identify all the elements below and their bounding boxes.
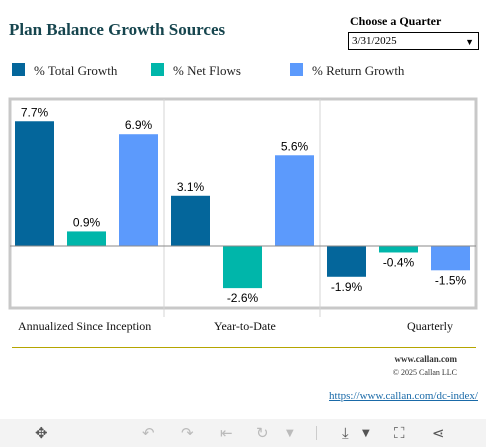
revert-icon[interactable]: ⇤ bbox=[220, 424, 233, 442]
data-label: -2.6% bbox=[227, 291, 259, 305]
data-label: 7.7% bbox=[21, 105, 49, 119]
dropdown-caret-icon: ▼ bbox=[465, 37, 474, 47]
category-label: Quarterly bbox=[407, 319, 453, 333]
download-icon[interactable]: ⤓ bbox=[342, 424, 349, 442]
bar[interactable] bbox=[15, 121, 54, 246]
legend-swatch bbox=[12, 63, 25, 76]
redo-icon[interactable]: ↷ bbox=[181, 424, 194, 442]
bar[interactable] bbox=[275, 155, 314, 246]
bar[interactable] bbox=[223, 246, 262, 289]
dropdown-caret-icon[interactable]: ▼ bbox=[286, 428, 294, 439]
plot-frame bbox=[8, 97, 478, 310]
quarter-label: Choose a Quarter bbox=[350, 14, 442, 28]
bar[interactable] bbox=[327, 246, 366, 277]
viz-toolbar: ✥ ↶ ↷ ⇤ ↻ ▼ ⤓ ▼ ⛶ ⋖ bbox=[0, 419, 486, 447]
legend-swatch bbox=[151, 63, 164, 76]
bar[interactable] bbox=[379, 246, 418, 253]
bars-group: 7.7% 0.9% 6.9% 3.1% -2.6% 5.6% -1.9% -0.4% -1.5% bbox=[15, 105, 470, 305]
data-label: 6.9% bbox=[125, 118, 153, 132]
bar[interactable] bbox=[67, 231, 106, 246]
legend-swatch bbox=[290, 63, 303, 76]
bar[interactable] bbox=[119, 134, 158, 246]
footer-rule bbox=[12, 347, 476, 348]
bar[interactable] bbox=[431, 246, 470, 271]
quarter-select-value: 3/31/2025 bbox=[352, 35, 397, 47]
category-label: Annualized Since Inception bbox=[18, 319, 151, 333]
dropdown-caret-icon[interactable]: ▼ bbox=[362, 428, 370, 439]
category-label: Year-to-Date bbox=[214, 319, 276, 333]
data-label: 0.9% bbox=[73, 215, 101, 229]
page-title: Plan Balance Growth Sources bbox=[9, 20, 226, 39]
legend-label: % Net Flows bbox=[173, 63, 241, 78]
share-icon[interactable]: ⋖ bbox=[432, 424, 445, 442]
legend-label: % Return Growth bbox=[312, 63, 405, 78]
site-name: www.callan.com bbox=[394, 354, 458, 364]
data-label: -1.5% bbox=[435, 273, 467, 287]
category-labels: Annualized Since Inception Year-to-Date Qu… bbox=[18, 319, 453, 333]
legend-item-return-growth: % Return Growth bbox=[290, 63, 404, 79]
toolbar-divider bbox=[316, 426, 317, 440]
bar-chart: 7.7% 0.9% 6.9% 3.1% -2.6% 5.6% -1.9% -0.4% -1.5%… bbox=[8, 97, 478, 333]
move-icon[interactable]: ✥ bbox=[35, 424, 48, 442]
data-label: -1.9% bbox=[331, 280, 363, 294]
fullscreen-icon[interactable]: ⛶ bbox=[394, 424, 405, 442]
dc-index-link[interactable]: https://www.callan.com/dc-index/ bbox=[329, 390, 478, 402]
legend-item-total-growth: % Total Growth bbox=[12, 63, 117, 79]
legend-item-net-flows: % Net Flows bbox=[151, 63, 241, 79]
quarter-select[interactable]: 3/31/2025 ▼ bbox=[348, 32, 479, 50]
bar[interactable] bbox=[171, 195, 210, 246]
legend-label: % Total Growth bbox=[34, 63, 118, 78]
undo-icon[interactable]: ↶ bbox=[142, 424, 155, 442]
data-label: 5.6% bbox=[281, 139, 309, 153]
refresh-icon[interactable]: ↻ bbox=[256, 424, 269, 442]
data-label: 3.1% bbox=[177, 180, 205, 194]
data-label: -0.4% bbox=[383, 255, 415, 269]
copyright-text: © 2025 Callan LLC bbox=[392, 368, 457, 377]
